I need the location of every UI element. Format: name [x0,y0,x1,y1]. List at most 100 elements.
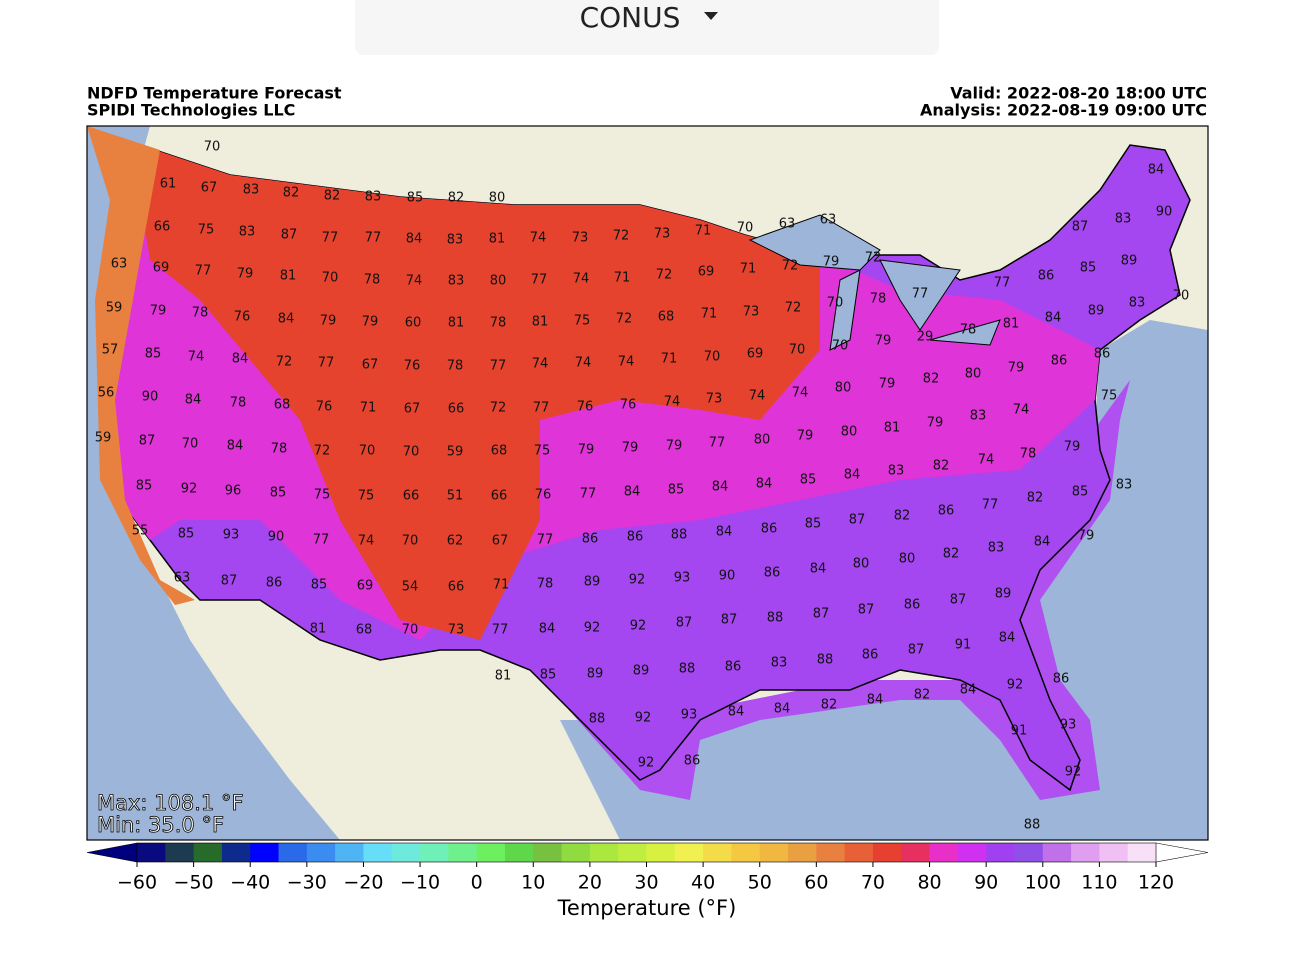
temp-label: 88 [1024,818,1041,833]
colorbar-segment [1127,843,1157,862]
colorbar-segment [872,843,902,862]
temp-label: 85 [311,578,328,593]
temp-label: 70 [737,221,754,236]
temp-label: 82 [283,186,300,201]
temp-label: 82 [448,191,465,206]
temp-label: 70 [1173,289,1190,304]
temp-label: 67 [362,358,379,373]
colorbar-segment [759,843,789,862]
temp-label: 74 [573,272,590,287]
temp-label: 90 [1156,205,1173,220]
temp-label: 83 [970,409,987,424]
colorbar-segment [476,843,506,862]
temp-label: 80 [754,433,771,448]
temp-label: 87 [950,593,967,608]
temp-label: 89 [995,587,1012,602]
temp-label: 74 [1013,403,1030,418]
temp-label: 63 [174,571,191,586]
temp-label: 88 [671,528,688,543]
temp-label: 81 [448,316,465,331]
temp-label: 78 [364,273,381,288]
dropdown-label[interactable]: CONUS [580,1,681,34]
temp-label: 72 [616,312,633,327]
temp-label: 96 [225,484,242,499]
temp-label: 76 [404,359,421,374]
temp-label: 71 [695,224,712,239]
temp-label: 82 [821,698,838,713]
temp-label: 87 [849,513,866,528]
temp-label: 86 [582,532,599,547]
temp-label: 84 [1148,163,1165,178]
temp-label: 70 [359,444,376,459]
temp-label: 92 [181,482,198,497]
colorbar-segment [420,843,449,862]
temp-label: 77 [912,287,929,302]
temp-label: 92 [1007,678,1024,693]
temp-label: 67 [492,534,509,549]
colorbar-tick-label: 70 [861,872,885,894]
temp-label: 86 [1053,672,1070,687]
min-temp: Min: 35.0 °F [97,813,224,837]
temp-label: 84 [406,232,423,247]
temp-label: 74 [792,386,809,401]
colorbar-label: Temperature (°F) [557,896,737,920]
temp-label: 59 [447,445,464,460]
temp-label: 84 [716,525,733,540]
temp-label: 93 [674,571,691,586]
temp-label: 55 [132,524,149,539]
temp-label: 79 [237,267,254,282]
colorbar-segment [250,843,280,862]
colorbar-segment [448,843,478,862]
temp-label: 74 [575,356,592,371]
temp-label: 87 [221,574,238,589]
temp-label: 90 [719,569,736,584]
temp-label: 86 [761,522,778,537]
temp-label: 80 [853,557,870,572]
pacific [87,126,340,840]
region-dropdown[interactable] [355,0,939,55]
temp-label: 88 [767,611,784,626]
temp-label: 79 [875,334,892,349]
temp-label: 68 [658,310,675,325]
temp-label: 59 [106,301,123,316]
temp-label: 70 [704,350,721,365]
colorbar-under [86,842,138,863]
temp-label: 78 [447,359,464,374]
colorbar-segment [335,843,364,862]
temp-label: 72 [656,268,673,283]
temp-label: 77 [533,401,550,416]
temp-label: 81 [532,315,549,330]
temp-label: 83 [239,225,256,240]
dropdown-caret[interactable] [704,12,718,20]
red-zone [140,150,820,640]
colorbar-tick-label: 10 [521,872,545,894]
temp-label: 83 [447,233,464,248]
temp-label: 86 [1094,347,1111,362]
temp-label: 84 [810,562,827,577]
temp-label: 92 [584,621,601,636]
colorbar-segment [957,843,987,862]
temp-label: 75 [314,488,331,503]
temp-label: 75 [1101,389,1118,404]
temp-label: 63 [779,217,796,232]
temp-label: 84 [624,485,641,500]
colorbar-segment [646,843,676,862]
colorbar-tick-label: 0 [471,872,483,894]
temp-label: 86 [862,648,879,663]
temp-label: 73 [743,305,760,320]
temp-label: 87 [281,228,298,243]
temp-label: 87 [1072,220,1089,235]
colorbar-over [1155,842,1209,863]
colorbar-segment [844,843,874,862]
temp-label: 79 [362,315,379,330]
temp-label: 67 [404,402,421,417]
colorbar-segment [731,843,761,862]
temp-label: 54 [402,580,419,595]
colorbar-segment [363,843,393,862]
temp-label: 70 [827,296,844,311]
colorbar-segment [1042,843,1072,862]
temp-label: 84 [227,439,244,454]
temp-label: 71 [493,578,510,593]
temp-label: 89 [1121,254,1138,269]
